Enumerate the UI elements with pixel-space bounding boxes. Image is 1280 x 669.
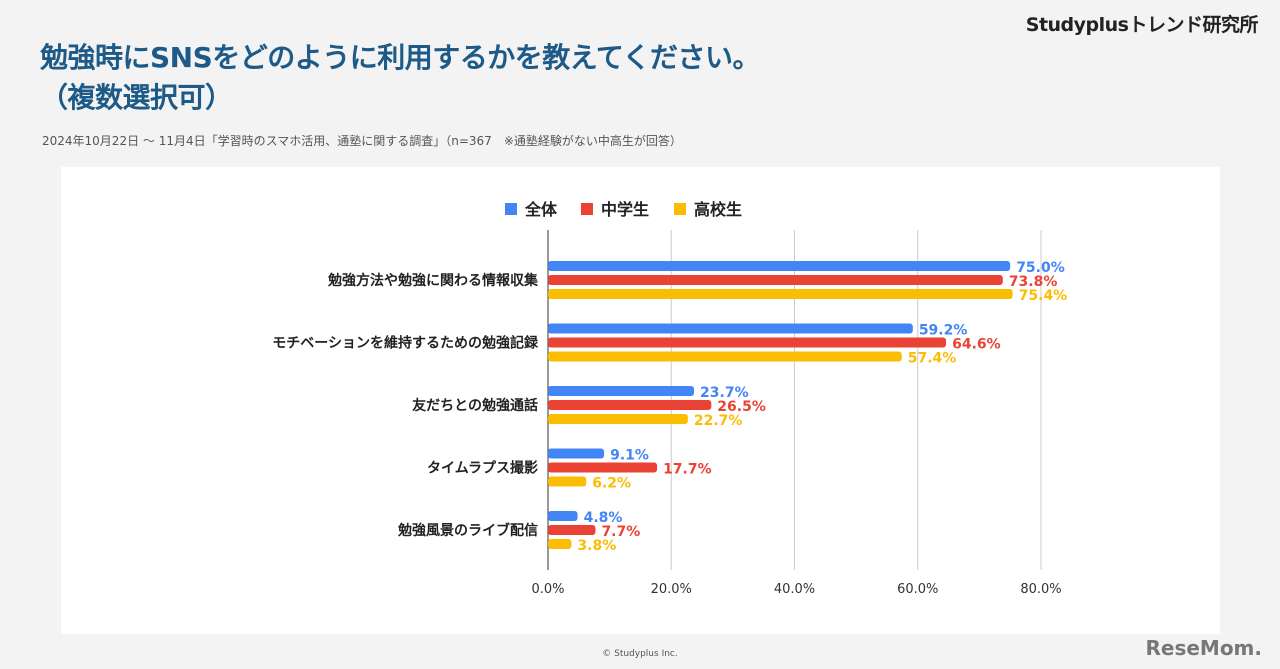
bar — [548, 386, 695, 396]
data-label: 75.0% — [1016, 260, 1065, 276]
category-label: 勉強風景のライブ配信 — [397, 522, 538, 539]
bar — [548, 289, 1013, 299]
data-label: 64.6% — [952, 337, 1001, 353]
page-title: 勉強時にSNSをどのように利用するかを教えてください。 （複数選択可） — [40, 38, 761, 118]
bar — [548, 337, 947, 348]
data-label: 59.2% — [919, 323, 968, 339]
title-line-1: 勉強時にSNSをどのように利用するかを教えてください。 — [40, 41, 761, 74]
category-label: 友だちとの勉強通話 — [412, 397, 538, 414]
bar — [548, 400, 712, 410]
data-label: 26.5% — [717, 399, 766, 415]
category-label: モチベーションを維持するための勉強記録 — [272, 335, 539, 352]
bar — [548, 323, 913, 334]
bar — [548, 448, 605, 459]
category-label: タイムラプス撮影 — [427, 460, 538, 477]
resemom-logo: ReseMom. — [1145, 636, 1262, 660]
data-label: 4.8% — [584, 510, 623, 526]
bar — [548, 261, 1011, 271]
legend-swatch — [505, 203, 517, 215]
legend-label: 中学生 — [601, 200, 649, 219]
title-line-2: （複数選択可） — [40, 81, 233, 114]
data-label: 57.4% — [908, 351, 957, 367]
x-tick-label: 40.0% — [774, 582, 815, 597]
x-tick-label: 80.0% — [1020, 582, 1061, 597]
legend-swatch — [674, 203, 686, 215]
data-label: 73.8% — [1009, 274, 1058, 290]
bar — [548, 275, 1003, 285]
bar — [548, 414, 688, 424]
legend-label: 高校生 — [694, 200, 742, 219]
survey-subtitle: 2024年10月22日 〜 11月4日「学習時のスマホ活用、通塾に関する調査」（… — [42, 134, 682, 148]
bar — [548, 511, 578, 521]
data-label: 6.2% — [592, 476, 631, 492]
legend-swatch — [581, 203, 593, 215]
data-label: 22.7% — [694, 413, 743, 429]
bar — [548, 525, 596, 535]
bar — [548, 351, 902, 362]
x-tick-label: 60.0% — [897, 582, 938, 597]
data-label: 7.7% — [601, 524, 640, 540]
copyright: © Studyplus Inc. — [602, 649, 678, 659]
x-tick-label: 20.0% — [651, 582, 692, 597]
legend-label: 全体 — [524, 200, 558, 219]
data-label: 17.7% — [663, 462, 712, 478]
data-label: 9.1% — [610, 448, 649, 464]
bar — [548, 539, 572, 549]
brand-logo: Studyplusトレンド研究所 — [1025, 14, 1259, 36]
category-label: 勉強方法や勉強に関わる情報収集 — [327, 272, 539, 289]
x-tick-label: 0.0% — [531, 582, 564, 597]
bar — [548, 462, 658, 473]
bar — [548, 476, 587, 487]
data-label: 3.8% — [577, 538, 616, 554]
data-label: 75.4% — [1019, 288, 1068, 304]
data-label: 23.7% — [700, 385, 749, 401]
